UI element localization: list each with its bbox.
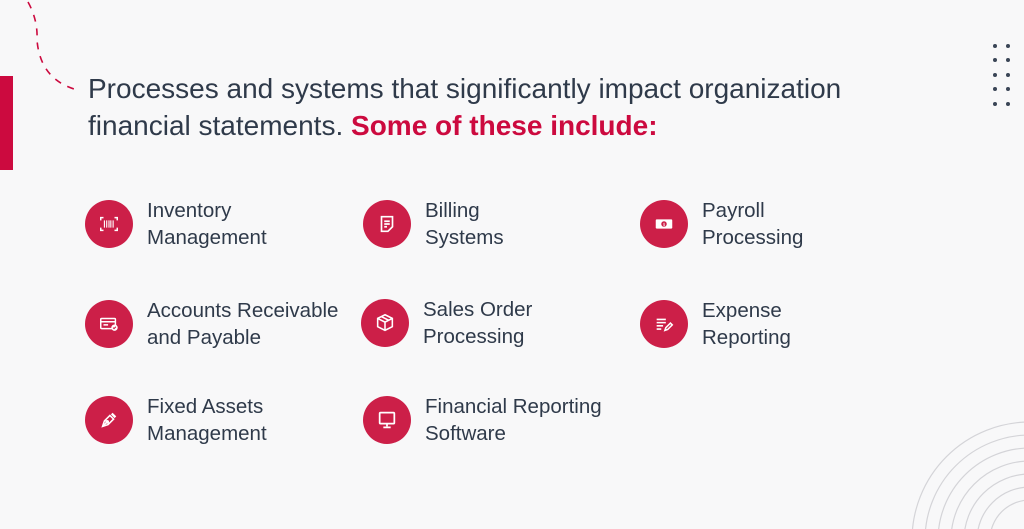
- svg-text:$: $: [663, 222, 666, 227]
- headline-line2: financial statements.: [88, 110, 344, 141]
- item-label-line1: Expense: [702, 299, 782, 322]
- item-label-line2: Reporting: [702, 326, 791, 349]
- list-item-financial-reporting-software: Financial Reporting Software: [363, 393, 602, 447]
- package-box-icon: [361, 299, 409, 347]
- item-label-line1: Accounts Receivable: [147, 299, 339, 322]
- barcode-scan-icon: [85, 200, 133, 248]
- item-label-line2: Processing: [702, 226, 804, 249]
- list-item-inventory-management: Inventory Management: [85, 197, 267, 251]
- item-label-line2: Management: [147, 226, 267, 249]
- item-label-line1: Fixed Assets: [147, 395, 264, 418]
- list-pencil-icon: [640, 300, 688, 348]
- item-label-line2: Systems: [425, 226, 504, 249]
- card-check-icon: [85, 300, 133, 348]
- item-label-line2: and Payable: [147, 326, 261, 349]
- monitor-icon: [363, 396, 411, 444]
- headline-line1: Processes and systems that significantly…: [88, 73, 842, 104]
- document-note-icon: [363, 200, 411, 248]
- list-item-sales-order-processing: Sales Order Processing: [361, 296, 532, 350]
- dashed-curve-decoration: [27, 1, 75, 90]
- item-label-line1: Inventory: [147, 199, 232, 222]
- item-label-line1: Billing: [425, 199, 480, 222]
- item-label-line2: Software: [425, 422, 506, 445]
- headline-accent: Some of these include:: [351, 110, 658, 141]
- headline: Processes and systems that significantly…: [88, 70, 948, 144]
- list-item-billing-systems: Billing Systems: [363, 197, 504, 251]
- list-item-fixed-assets-management: Fixed Assets Management: [85, 393, 267, 447]
- pen-nib-icon: [85, 396, 133, 444]
- item-label-line1: Payroll: [702, 199, 765, 222]
- accent-bar: [0, 76, 13, 170]
- item-label-line1: Financial Reporting: [425, 395, 602, 418]
- item-label-line2: Management: [147, 422, 267, 445]
- banknote-icon: $: [640, 200, 688, 248]
- list-item-accounts-receivable-payable: Accounts Receivable and Payable: [85, 297, 338, 351]
- list-item-expense-reporting: Expense Reporting: [640, 297, 791, 351]
- item-label-line2: Processing: [423, 325, 525, 348]
- item-label-line1: Sales Order: [423, 298, 533, 321]
- list-item-payroll-processing: $ Payroll Processing: [640, 197, 803, 251]
